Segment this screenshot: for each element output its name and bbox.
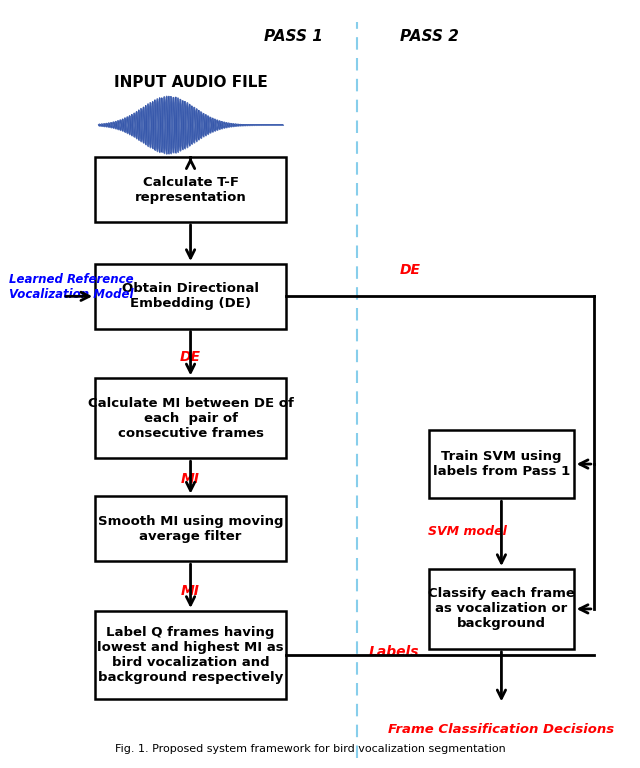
Text: Train SVM using
labels from Pass 1: Train SVM using labels from Pass 1 [433, 450, 570, 478]
Text: Learned Reference
Vocalization Model: Learned Reference Vocalization Model [9, 273, 134, 301]
FancyBboxPatch shape [95, 379, 286, 458]
Text: Labels: Labels [369, 645, 420, 660]
Text: DE: DE [400, 263, 421, 277]
Text: Fig. 1. Proposed system framework for bird vocalization segmentation: Fig. 1. Proposed system framework for bi… [115, 743, 506, 753]
Text: Calculate MI between DE of
each  pair of
consecutive frames: Calculate MI between DE of each pair of … [88, 397, 294, 440]
Text: PASS 2: PASS 2 [400, 29, 459, 45]
Text: DE: DE [180, 350, 201, 364]
Text: MI: MI [181, 472, 200, 486]
Text: INPUT AUDIO FILE: INPUT AUDIO FILE [114, 75, 268, 91]
FancyBboxPatch shape [95, 264, 286, 329]
Text: Smooth MI using moving
average filter: Smooth MI using moving average filter [98, 515, 284, 543]
Text: SVM model: SVM model [428, 525, 506, 538]
Text: PASS 1: PASS 1 [264, 29, 323, 45]
FancyBboxPatch shape [95, 496, 286, 561]
Text: Frame Classification Decisions: Frame Classification Decisions [388, 723, 614, 737]
FancyBboxPatch shape [429, 569, 574, 649]
Text: MI: MI [181, 584, 200, 598]
FancyBboxPatch shape [95, 157, 286, 222]
Text: Obtain Directional
Embedding (DE): Obtain Directional Embedding (DE) [122, 283, 259, 310]
Text: Classify each frame
as vocalization or
background: Classify each frame as vocalization or b… [428, 588, 575, 631]
Text: Label Q frames having
lowest and highest MI as
bird vocalization and
background : Label Q frames having lowest and highest… [97, 626, 284, 684]
FancyBboxPatch shape [95, 611, 286, 699]
FancyBboxPatch shape [429, 430, 574, 498]
Text: Calculate T-F
representation: Calculate T-F representation [134, 176, 246, 204]
